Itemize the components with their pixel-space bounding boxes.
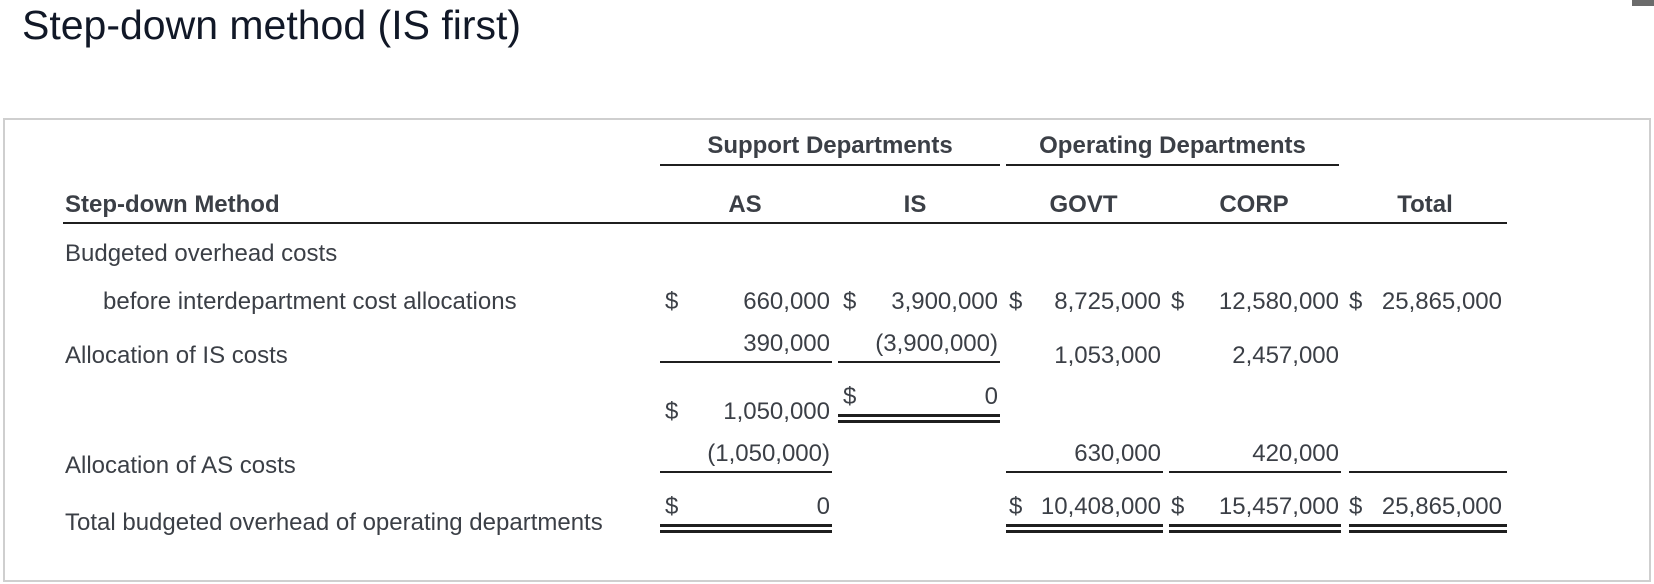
cell-as-total-operating: 0 xyxy=(816,493,830,520)
cell-is-allocation-is: (3,900,000) xyxy=(875,330,998,357)
cell-total-budgeted: 25,865,000 xyxy=(1381,288,1502,315)
underline-total-allocation-as xyxy=(1349,471,1507,473)
page-title: Step-down method (IS first) xyxy=(22,2,522,48)
col-header-is: IS xyxy=(903,191,927,218)
currency-sign: $ xyxy=(1171,493,1185,520)
double-underline-as-total xyxy=(660,524,832,533)
group-underline-operating xyxy=(1006,164,1339,166)
corner-marker xyxy=(1632,0,1654,6)
group-header-support: Support Departments xyxy=(707,132,953,159)
cell-govt-allocation-as: 630,000 xyxy=(1074,440,1161,467)
cell-corp-total-operating: 15,457,000 xyxy=(1218,493,1339,520)
underline-govt-allocation-as xyxy=(1006,471,1163,473)
row-label-total-operating: Total budgeted overhead of operating dep… xyxy=(65,509,603,536)
row-sublabel-budgeted: before interdepartment cost allocations xyxy=(103,288,517,315)
header-rule xyxy=(63,222,1507,224)
currency-sign: $ xyxy=(1009,493,1023,520)
currency-sign: $ xyxy=(1009,288,1023,315)
underline-is-allocation-is xyxy=(838,361,1000,363)
row-header-label: Step-down Method xyxy=(65,191,280,218)
currency-sign: $ xyxy=(665,493,679,520)
cell-is-subtotal: 0 xyxy=(984,383,998,410)
col-header-as: AS xyxy=(728,191,762,218)
cell-govt-allocation-is: 1,053,000 xyxy=(1054,342,1161,369)
col-header-corp: CORP xyxy=(1219,191,1289,218)
double-underline-total-total xyxy=(1349,524,1507,533)
currency-sign: $ xyxy=(1349,288,1363,315)
underline-as-allocation-as xyxy=(660,471,832,473)
cell-govt-budgeted: 8,725,000 xyxy=(1054,288,1161,315)
cell-is-budgeted: 3,900,000 xyxy=(891,288,998,315)
group-underline-support xyxy=(660,164,1000,166)
cell-corp-allocation-as: 420,000 xyxy=(1252,440,1339,467)
row-label-allocation-is: Allocation of IS costs xyxy=(65,342,288,369)
col-header-total: Total xyxy=(1397,191,1453,218)
cell-as-allocation-is: 390,000 xyxy=(743,330,830,357)
currency-sign: $ xyxy=(665,398,679,425)
col-header-govt: GOVT xyxy=(1049,191,1118,218)
currency-sign: $ xyxy=(1171,288,1185,315)
cell-as-subtotal: 1,050,000 xyxy=(723,398,830,425)
currency-sign: $ xyxy=(1349,493,1363,520)
cell-total-total-operating: 25,865,000 xyxy=(1381,493,1502,520)
double-underline-govt-total xyxy=(1006,524,1163,533)
currency-sign: $ xyxy=(665,288,679,315)
cell-as-budgeted: 660,000 xyxy=(743,288,830,315)
row-label-budgeted: Budgeted overhead costs xyxy=(65,240,338,267)
currency-sign: $ xyxy=(843,288,857,315)
currency-sign: $ xyxy=(843,383,857,410)
group-header-operating: Operating Departments xyxy=(1039,132,1306,159)
double-underline-is-subtotal xyxy=(838,414,1000,423)
step-down-table: Support Departments Operating Department… xyxy=(3,118,1651,582)
cell-govt-total-operating: 10,408,000 xyxy=(1040,493,1161,520)
cell-corp-allocation-is: 2,457,000 xyxy=(1232,342,1339,369)
underline-as-allocation-is xyxy=(660,361,832,363)
cell-as-allocation-as: (1,050,000) xyxy=(707,440,830,467)
row-label-allocation-as: Allocation of AS costs xyxy=(65,452,296,479)
cell-corp-budgeted: 12,580,000 xyxy=(1218,288,1339,315)
double-underline-corp-total xyxy=(1169,524,1341,533)
underline-corp-allocation-as xyxy=(1169,471,1341,473)
